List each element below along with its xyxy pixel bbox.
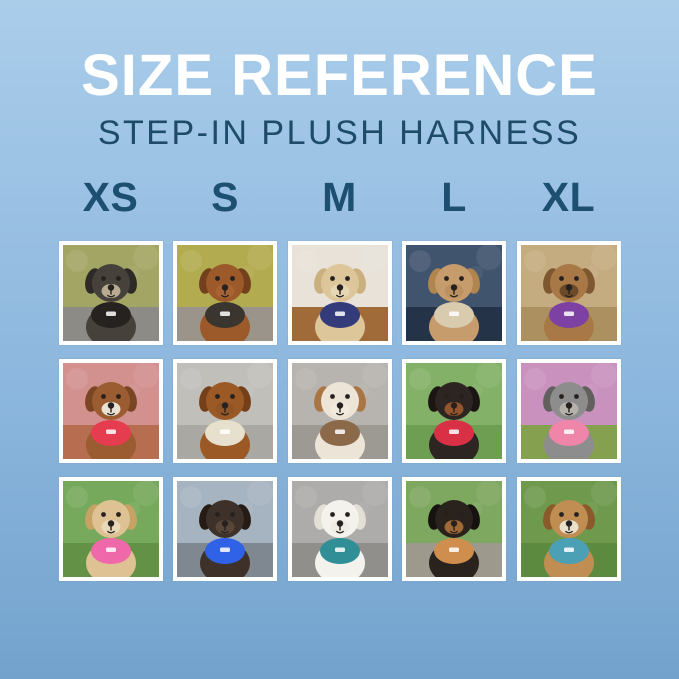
dog-photo-row3-xs [58, 476, 163, 581]
dog-photo-illustration [291, 244, 388, 341]
dog-photo-row3-s [173, 476, 277, 581]
dog-photo-row1-xs [58, 240, 163, 345]
dog-photo-row1-m [287, 240, 392, 345]
dog-photo-row3-l [402, 476, 506, 581]
dog-photo-row1-xl [516, 240, 621, 345]
size-label-xl: XL [541, 173, 596, 220]
dog-photo-row2-l [402, 358, 506, 463]
dog-photo-row2-xs [58, 358, 163, 463]
dog-photo-illustration [406, 244, 502, 341]
size-label-s: S [211, 173, 239, 220]
size-label-m: M [322, 173, 357, 220]
dog-photo-row1-l [402, 240, 506, 345]
dog-photo-illustration [520, 244, 617, 341]
size-label-xs: XS [82, 173, 139, 220]
dog-photo-illustration [291, 362, 388, 459]
dog-photo-illustration [520, 480, 617, 577]
dog-photo-illustration [177, 480, 273, 577]
dog-photo-illustration [62, 362, 159, 459]
dog-photo-illustration [406, 480, 502, 577]
dog-photo-illustration [406, 362, 502, 459]
dog-photo-illustration [291, 480, 388, 577]
dog-photo-illustration [520, 362, 617, 459]
dog-photo-illustration [177, 244, 273, 341]
size-label-l: L [441, 173, 467, 220]
dog-photo-row2-m [287, 358, 392, 463]
page-subtitle: STEP-IN PLUSH HARNESS [97, 113, 582, 152]
dog-photo-row3-xl [516, 476, 621, 581]
dog-photo-row1-s [173, 240, 277, 345]
dog-photo-row2-xl [516, 358, 621, 463]
dog-photo-illustration [62, 480, 159, 577]
dog-photo-illustration [62, 244, 159, 341]
page-title: SIZE REFERENCE [81, 43, 598, 108]
dog-photo-row3-m [287, 476, 392, 581]
size-labels-row: XS S M L XL [59, 173, 621, 220]
dog-photo-illustration [177, 362, 273, 459]
dog-photo-row2-s [173, 358, 277, 463]
photo-grid [58, 240, 621, 581]
